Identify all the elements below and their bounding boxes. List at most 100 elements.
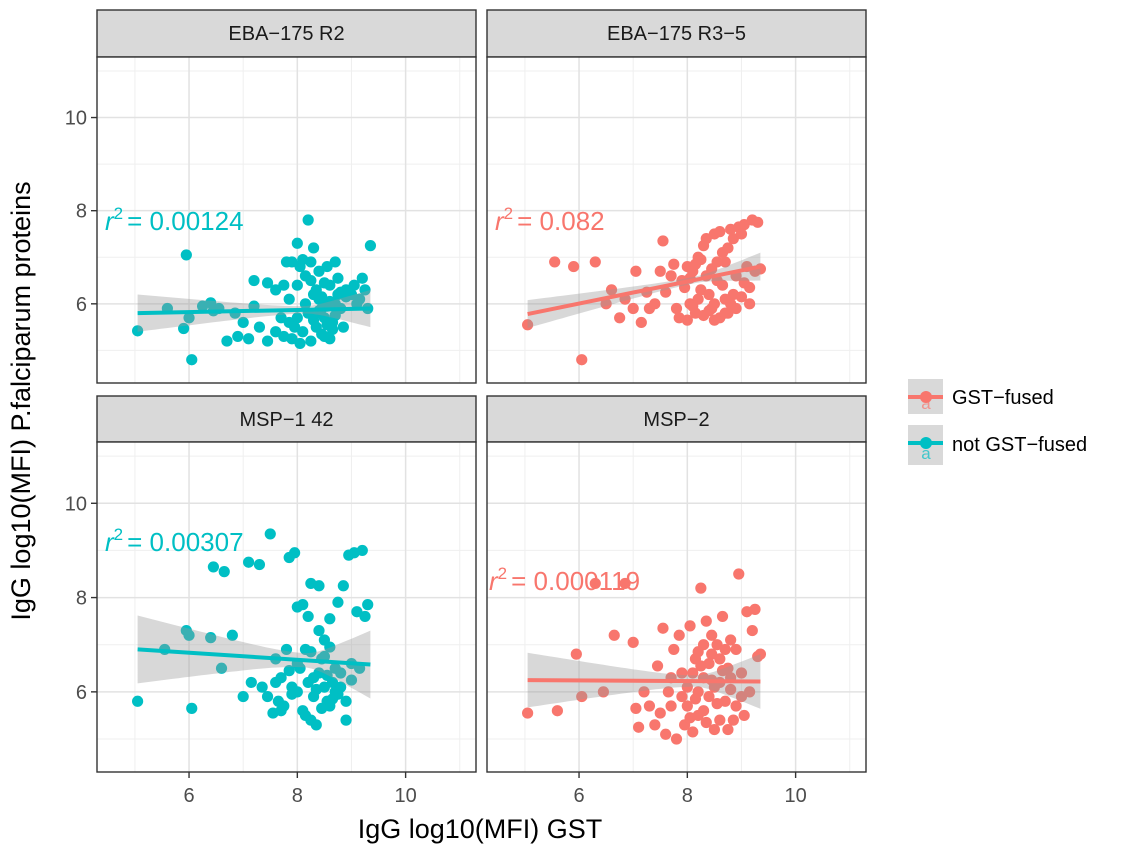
panel-border (486, 441, 867, 773)
facet-title: EBA−175 R2 (228, 23, 344, 45)
data-point (589, 577, 601, 590)
data-point (316, 291, 328, 303)
data-point (711, 639, 723, 651)
data-point (180, 249, 192, 261)
data-point (708, 314, 721, 326)
data-point (332, 596, 344, 608)
data-point (313, 624, 325, 637)
data-point (743, 281, 756, 294)
data-point (218, 566, 230, 578)
data-point (746, 624, 758, 637)
data-point (305, 335, 317, 347)
data-point (714, 226, 726, 238)
data-point (364, 240, 377, 252)
data-point (681, 314, 693, 326)
data-point (660, 286, 672, 298)
facet-title: MSP−1 42 (240, 409, 334, 431)
data-point (605, 284, 618, 296)
data-point (321, 319, 333, 331)
data-point (329, 309, 341, 322)
r-squared-annotation: r2 = 0.000119 (489, 564, 640, 596)
data-point (619, 577, 631, 590)
data-point (337, 580, 349, 592)
data-point (215, 662, 228, 674)
facet-strip (96, 9, 477, 58)
data-point (630, 265, 642, 277)
data-point (324, 295, 336, 308)
data-point (668, 258, 680, 270)
data-point (700, 233, 712, 245)
data-point (356, 544, 368, 557)
data-point (362, 599, 374, 611)
data-point (232, 330, 244, 343)
data-point (522, 707, 534, 719)
panel-background (97, 442, 476, 772)
data-point (649, 719, 661, 731)
data-point (291, 312, 303, 324)
data-point (205, 632, 217, 644)
data-point (654, 707, 666, 719)
data-point (614, 312, 626, 324)
data-point (297, 326, 309, 338)
data-point (305, 256, 317, 268)
regression-line (527, 264, 761, 317)
data-point (345, 674, 358, 686)
data-point (730, 302, 742, 315)
data-point (719, 256, 731, 268)
data-point (725, 634, 737, 646)
data-point (735, 228, 748, 240)
data-point (695, 660, 707, 672)
data-point (324, 333, 336, 345)
facet-strip (486, 9, 867, 58)
x-tick-label: 6 (573, 785, 584, 807)
data-point (600, 298, 612, 310)
data-point (681, 700, 693, 712)
legend-item-not-gst-fused: a not GST−fused (908, 425, 1087, 465)
legend-label: not GST−fused (952, 434, 1087, 456)
data-point (335, 286, 347, 298)
facet-panel: MSP−2 r2 = 0.000119 6 8 10 (486, 395, 867, 807)
data-point (754, 648, 767, 660)
data-point (305, 714, 317, 726)
data-point (665, 700, 677, 712)
data-point (711, 256, 723, 268)
data-point (692, 293, 704, 305)
facet-strip (96, 395, 477, 443)
data-point (248, 274, 260, 287)
data-point (359, 610, 371, 623)
data-point (735, 690, 748, 703)
data-point (321, 260, 333, 273)
x-tick-label: 10 (784, 785, 806, 807)
y-tick-label: 6 (76, 682, 87, 704)
plot-area (522, 214, 767, 366)
data-point (178, 322, 190, 335)
data-point (353, 293, 366, 305)
data-point (743, 298, 756, 310)
data-point (297, 599, 309, 611)
data-point (286, 333, 298, 345)
y-tick-label: 10 (65, 493, 87, 515)
data-point (324, 641, 336, 653)
data-point (576, 354, 588, 366)
facet-title: EBA−175 R3−5 (607, 23, 746, 45)
data-point (324, 613, 336, 625)
facet-panel: EBA−175 R3−5 r2 = 0.082 (486, 9, 867, 384)
data-point (291, 237, 303, 249)
data-point (692, 646, 704, 658)
data-point (299, 298, 312, 310)
data-point (730, 643, 742, 656)
plot-area (132, 214, 377, 366)
data-point (681, 681, 693, 693)
data-point (597, 686, 610, 698)
data-point (302, 214, 314, 226)
data-point (340, 714, 352, 726)
data-point (733, 568, 745, 580)
panel-border (96, 441, 477, 773)
data-point (608, 629, 620, 641)
data-point (356, 272, 368, 284)
data-point (332, 272, 344, 284)
panel-border (486, 56, 867, 384)
data-point (708, 298, 721, 310)
data-point (286, 681, 298, 693)
